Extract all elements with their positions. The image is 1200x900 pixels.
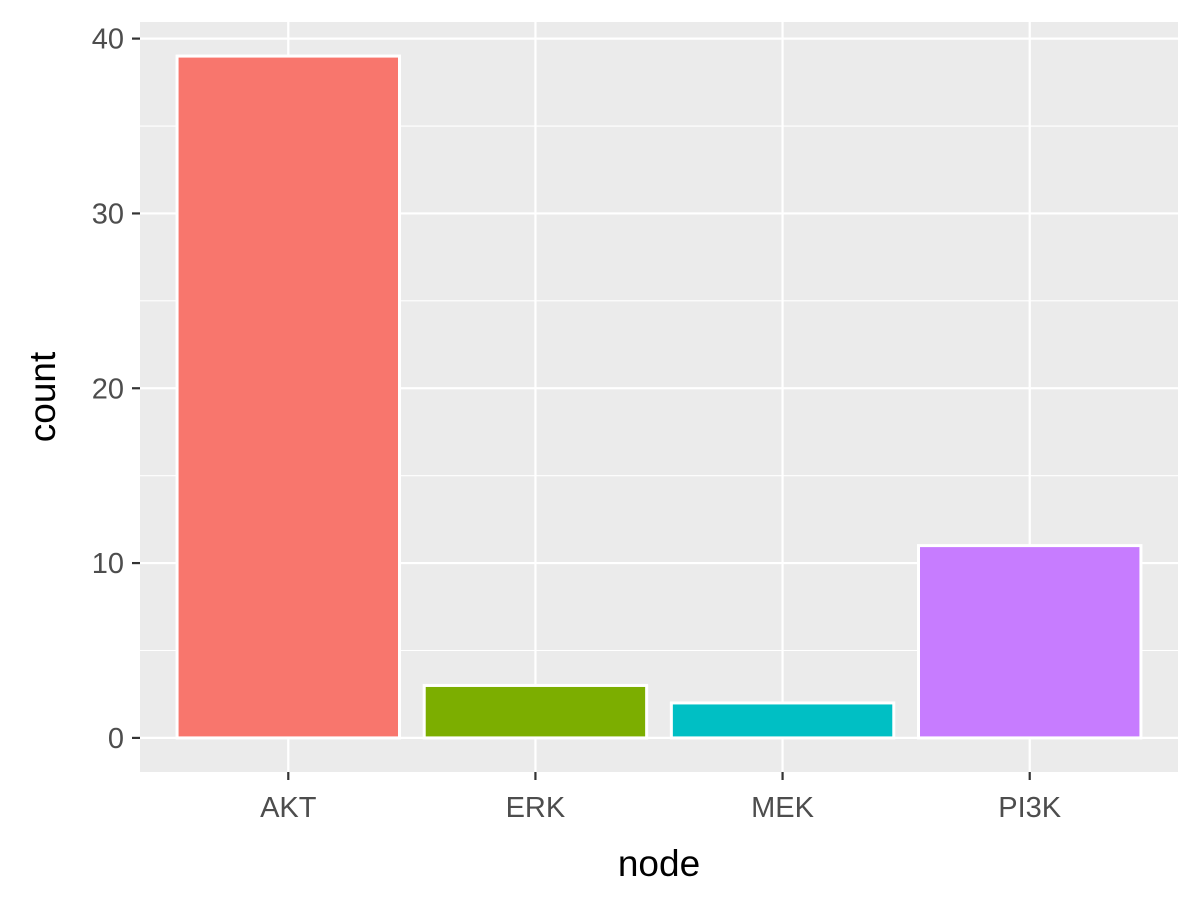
x-tick-label-pi3k: PI3K	[998, 792, 1062, 824]
y-tick-label: 20	[92, 373, 124, 405]
y-tick-label: 10	[92, 548, 124, 580]
x-axis: AKT ERK MEK PI3K	[260, 772, 1062, 824]
bar-mek	[669, 701, 896, 740]
y-tick-label: 30	[92, 198, 124, 230]
y-tick-label: 40	[92, 24, 124, 56]
x-tick-label-mek: MEK	[751, 792, 815, 824]
y-axis-title: count	[22, 351, 63, 442]
bar-akt	[175, 54, 401, 740]
y-axis: 0 10 20 30 40	[92, 24, 140, 755]
x-tick-label-erk: ERK	[506, 792, 566, 824]
bar-pi3k	[917, 544, 1143, 740]
x-axis-title: node	[618, 843, 700, 884]
y-tick-label: 0	[108, 723, 124, 755]
bars	[175, 54, 1143, 740]
bar-erk	[422, 683, 649, 740]
x-tick-label-akt: AKT	[260, 792, 317, 824]
